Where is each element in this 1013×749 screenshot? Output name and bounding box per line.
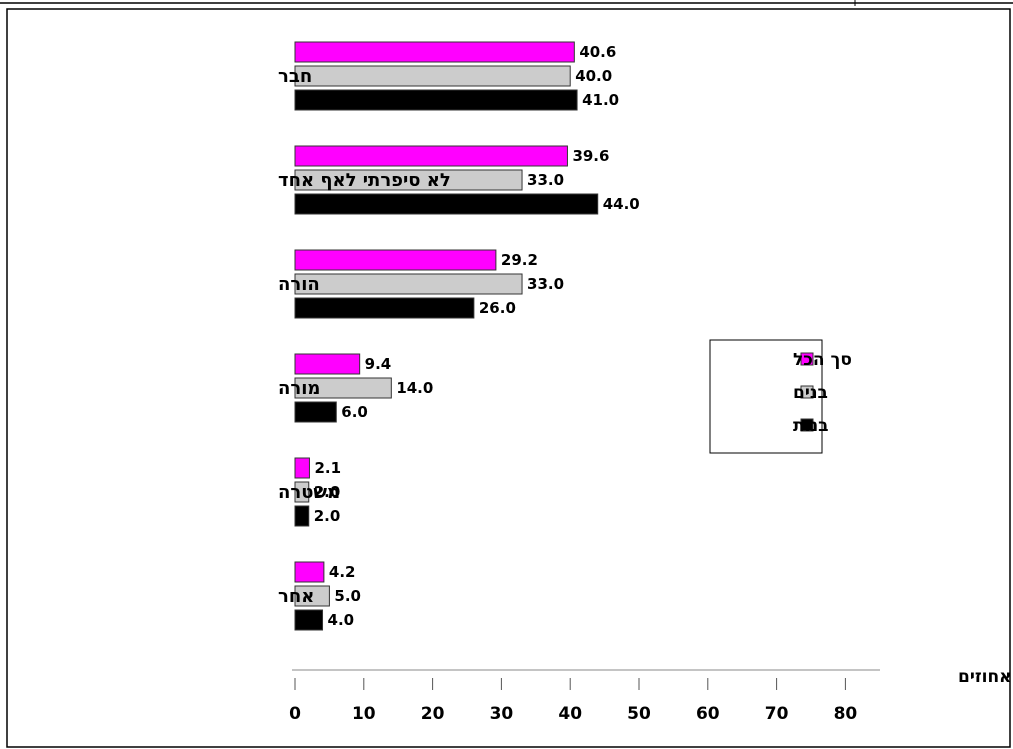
bar-total	[294, 41, 575, 63]
x-tick-label: 10	[352, 704, 376, 724]
value-label: 33.0	[527, 275, 564, 293]
bar-girls	[294, 609, 324, 631]
value-label: 33.0	[527, 171, 564, 189]
bar-girls	[294, 505, 310, 527]
x-tick-label: 40	[558, 704, 582, 724]
value-label: 2.0	[314, 483, 341, 501]
bar-boys	[294, 377, 392, 399]
bar-boys	[294, 169, 523, 191]
x-axis: 0 10 20 30 40 50 60 70 80	[289, 669, 880, 724]
bar-girls	[294, 297, 475, 319]
x-tick-label: 60	[696, 704, 720, 724]
bar-total	[294, 145, 568, 167]
legend-swatch	[800, 418, 814, 432]
category-label: חבר	[278, 66, 312, 87]
value-label: 40.6	[579, 43, 616, 61]
bar-boys	[294, 481, 310, 503]
x-tick-label: 20	[421, 704, 445, 724]
x-tick-label: 50	[627, 704, 651, 724]
value-label: 44.0	[603, 195, 640, 213]
legend: סך הכל בנים בנות	[709, 339, 852, 454]
x-tick-label: 70	[765, 704, 789, 724]
value-label: 9.4	[365, 355, 392, 373]
value-label: 26.0	[479, 299, 516, 317]
value-label: 4.0	[328, 611, 355, 629]
bar-total	[294, 353, 361, 375]
bar-boys	[294, 585, 330, 607]
bar-total	[294, 457, 310, 479]
value-label: 5.0	[334, 587, 361, 605]
x-tick-label: 80	[834, 704, 858, 724]
category-label: הורה	[278, 274, 320, 295]
value-label: 14.0	[396, 379, 433, 397]
legend-label: בנים	[793, 383, 828, 403]
category-label: לא סיפרתי לאף אחד	[278, 170, 451, 191]
value-labels: 40.6 40.0 41.0 39.6 33.0 44.0 29.2 33.0 26.0 9.41…	[314, 43, 640, 629]
bar-boys	[294, 65, 571, 87]
category-label: אחר	[278, 586, 314, 607]
bar-total	[294, 249, 497, 271]
x-axis-title: אחוזים	[958, 667, 1012, 687]
bar-boys	[294, 273, 523, 295]
category-label: מורה	[278, 378, 320, 399]
x-tick-label: 0	[289, 704, 301, 724]
value-label: 6.0	[341, 403, 368, 421]
bar-total	[294, 561, 325, 583]
value-label: 2.1	[314, 459, 341, 477]
category-labels: חבר לא סיפרתי לאף אחד הורה מורה משטרה אחר	[278, 66, 451, 607]
bar-girls	[294, 193, 599, 215]
value-label: 40.0	[575, 67, 612, 85]
x-tick-label: 30	[490, 704, 514, 724]
legend-label: בנות	[793, 416, 829, 436]
legend-swatch	[800, 352, 814, 366]
value-label: 2.0	[314, 507, 341, 525]
bars-group	[294, 41, 599, 631]
bar-girls	[294, 89, 578, 111]
value-label: 39.6	[572, 147, 609, 165]
value-label: 29.2	[501, 251, 538, 269]
value-label: 41.0	[582, 91, 619, 109]
legend-label: סך הכל	[793, 350, 852, 370]
bar-girls	[294, 401, 337, 423]
legend-swatch	[800, 385, 814, 399]
chart-frame	[6, 8, 1011, 748]
value-label: 4.2	[329, 563, 356, 581]
category-label: משטרה	[278, 482, 340, 503]
